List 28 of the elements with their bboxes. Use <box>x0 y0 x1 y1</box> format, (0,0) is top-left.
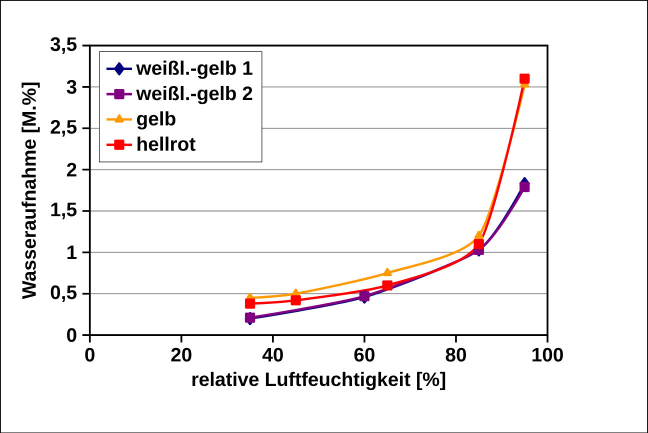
legend-label: gelb <box>137 111 176 130</box>
y-tick-label: 0 <box>67 328 76 342</box>
x-tick-label: 100 <box>532 348 563 362</box>
legend-label: weißl.-gelb 1 <box>136 60 252 79</box>
point <box>244 298 256 309</box>
point <box>290 295 301 306</box>
point <box>474 230 484 239</box>
point <box>520 73 530 84</box>
y-tick-label: 1,5 <box>51 202 77 219</box>
x-tick-label: 60 <box>354 348 374 362</box>
x-tick-label: 40 <box>262 348 283 362</box>
point <box>382 280 392 290</box>
legend-label: hellrot <box>138 136 196 151</box>
y-axis-title: Wasseraufnahme [M.%] <box>22 82 40 299</box>
y-tick-label: 2,5 <box>50 120 77 136</box>
y-tick-label: 2 <box>66 162 76 176</box>
x-tick-label: 20 <box>171 348 192 362</box>
x-tick-label: 80 <box>446 348 466 362</box>
y-tick-label: 3 <box>66 80 76 94</box>
x-axis-title: relative Luftfeuchtigkeit [%] <box>192 372 446 390</box>
point <box>520 182 530 192</box>
y-tick-label: 3,5 <box>50 37 77 54</box>
y-tick-label: 1 <box>67 245 77 259</box>
y-tick-label: 0,5 <box>50 285 77 302</box>
point <box>382 268 392 276</box>
legend-label: weißl.-gelb 2 <box>136 86 252 104</box>
point <box>474 238 484 249</box>
x-tick-label: 0 <box>85 348 94 362</box>
